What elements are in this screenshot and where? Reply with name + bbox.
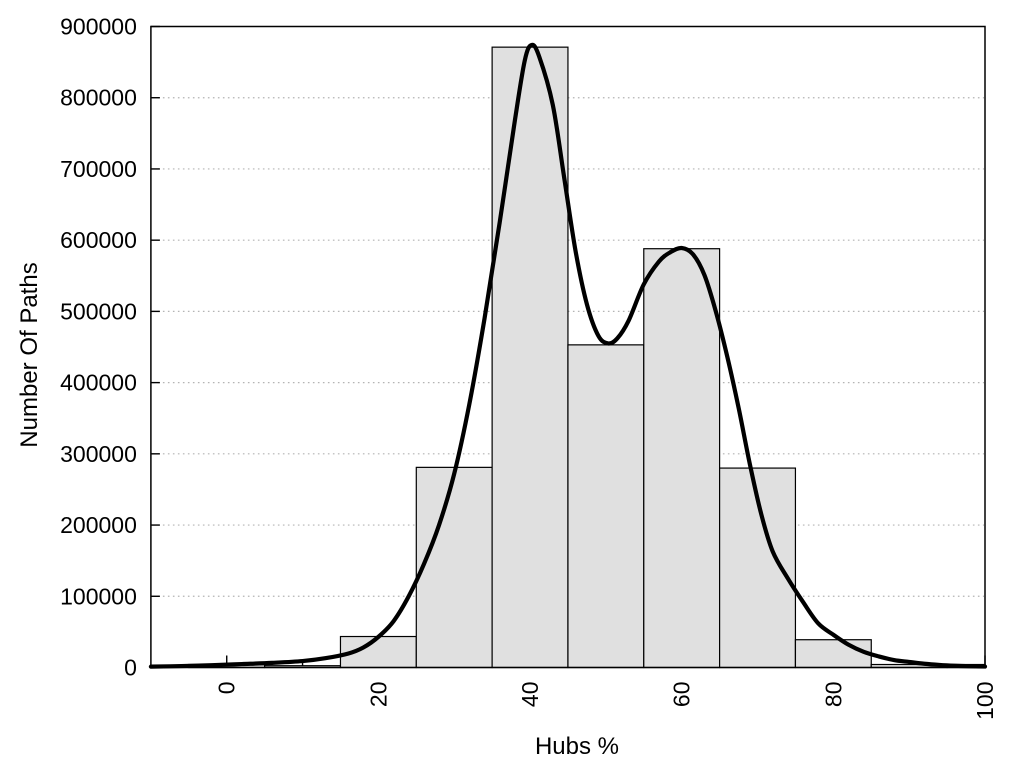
histogram-bar — [567, 344, 645, 669]
y-axis-title: Number Of Paths — [16, 262, 43, 447]
x-tick-label: 60 — [669, 682, 695, 708]
y-tick-label: 900000 — [60, 14, 137, 40]
y-tick-label: 800000 — [60, 85, 137, 111]
y-tick-label: 300000 — [60, 441, 137, 467]
y-tick-label: 500000 — [60, 298, 137, 324]
density-curve — [148, 42, 988, 669]
histogram-bar — [794, 639, 872, 669]
histogram-bar — [643, 248, 721, 669]
histogram-bar — [415, 466, 493, 669]
y-tick-label: 100000 — [60, 583, 137, 609]
y-tick-label: 400000 — [60, 370, 137, 396]
histogram-bars — [188, 46, 986, 669]
y-tick-label: 200000 — [60, 512, 137, 538]
tick-labels: 0 100000 200000 300000 400000 500000 600000 700… — [60, 14, 998, 720]
histogram-bar — [491, 46, 569, 669]
y-tick-label: 700000 — [60, 156, 137, 182]
y-tick-label: 0 — [124, 655, 137, 681]
x-axis-title: Hubs % — [535, 733, 619, 760]
x-tick-label: 20 — [365, 682, 391, 708]
plot-frame — [150, 25, 986, 669]
x-tick-label: 100 — [972, 682, 998, 720]
x-tick-label: 40 — [517, 682, 543, 708]
x-tick-label: 0 — [214, 682, 240, 695]
y-tick-label: 600000 — [60, 227, 137, 253]
x-tick-label: 80 — [820, 682, 846, 708]
